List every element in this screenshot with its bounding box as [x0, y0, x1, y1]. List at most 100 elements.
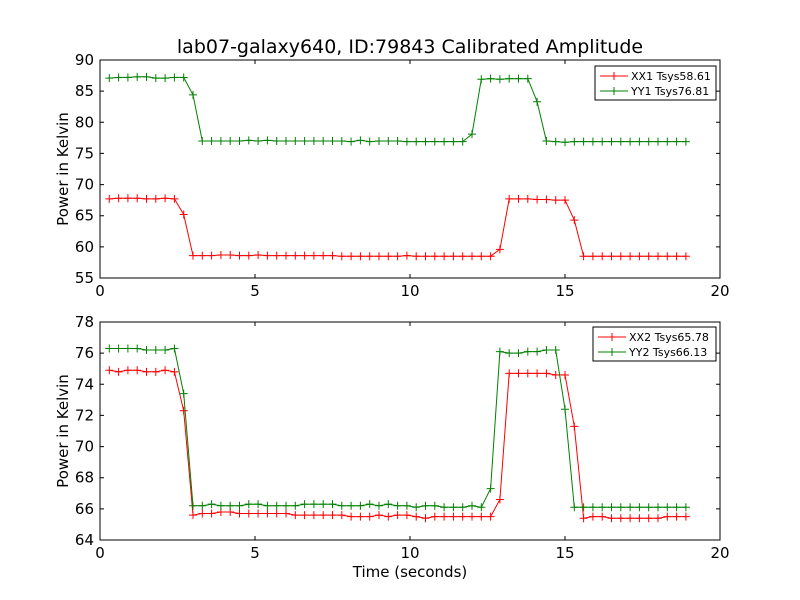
data-point — [644, 252, 653, 261]
data-point — [282, 501, 290, 510]
data-point — [449, 503, 458, 512]
data-point — [551, 137, 560, 146]
data-point — [542, 369, 551, 378]
data-point — [551, 196, 560, 205]
data-point — [216, 250, 225, 259]
legend-box — [592, 326, 717, 362]
data-point — [235, 251, 244, 260]
data-point — [151, 194, 160, 203]
data-point — [598, 503, 607, 512]
data-point — [421, 514, 430, 523]
data-point — [328, 251, 337, 260]
data-point — [170, 73, 179, 82]
data-point — [672, 137, 681, 146]
data-point — [291, 251, 300, 260]
data-point — [291, 136, 300, 145]
data-point — [644, 503, 653, 512]
data-point — [189, 90, 197, 99]
legend-label: YY1 Tsys76.81 — [630, 85, 709, 98]
data-point — [114, 194, 123, 203]
data-point — [616, 503, 625, 512]
data-point — [551, 346, 560, 355]
data-point — [579, 252, 588, 261]
legend-swatch — [598, 348, 626, 356]
data-point — [179, 210, 188, 219]
data-point — [170, 194, 179, 203]
data-point — [170, 344, 179, 353]
data-point — [561, 196, 569, 205]
data-point — [142, 346, 151, 355]
data-point — [570, 137, 579, 146]
data-point — [123, 73, 132, 82]
data-point — [523, 369, 532, 378]
data-point — [244, 251, 253, 260]
data-point — [561, 405, 569, 414]
y-tick-label: 70 — [75, 176, 94, 194]
data-point — [142, 367, 151, 376]
x-axis-label: Time (seconds) — [352, 563, 468, 581]
data-point — [551, 370, 560, 379]
y-tick-label: 72 — [75, 406, 94, 424]
data-point — [226, 501, 235, 510]
data-point — [495, 347, 504, 356]
data-point — [607, 252, 616, 261]
data-point — [681, 252, 690, 261]
data-point — [626, 503, 635, 512]
x-tick-label: 0 — [95, 544, 105, 562]
y-tick-label: 76 — [75, 344, 94, 362]
data-point — [189, 251, 197, 260]
data-point — [337, 511, 346, 520]
data-point — [663, 137, 672, 146]
data-point — [570, 422, 579, 431]
data-point — [579, 137, 588, 146]
data-point — [347, 501, 356, 510]
data-point — [263, 509, 272, 518]
data-point — [291, 511, 300, 520]
data-point — [477, 75, 486, 84]
data-point — [607, 514, 616, 523]
data-point — [561, 370, 569, 379]
data-point — [207, 509, 216, 518]
data-point — [282, 136, 290, 145]
y-tick-label: 66 — [75, 500, 94, 518]
data-point — [244, 509, 253, 518]
data-point — [542, 195, 551, 204]
data-point — [486, 252, 495, 261]
y-tick-label: 60 — [75, 238, 94, 256]
y-tick-label: 64 — [75, 531, 94, 549]
legend-swatch — [600, 87, 628, 95]
data-point — [123, 344, 132, 353]
data-point — [542, 136, 551, 145]
data-point — [458, 503, 467, 512]
data-point — [337, 136, 346, 145]
data-point — [133, 344, 142, 353]
data-point — [244, 500, 253, 509]
data-point — [477, 252, 486, 261]
data-point — [337, 252, 346, 261]
data-point — [421, 137, 430, 146]
data-point — [133, 194, 142, 203]
x-tick-label: 5 — [250, 544, 260, 562]
data-point — [626, 252, 635, 261]
data-point — [142, 194, 151, 203]
data-point — [356, 512, 365, 521]
data-point — [226, 250, 235, 259]
y-tick-label: 70 — [75, 438, 94, 456]
data-point — [468, 130, 476, 139]
data-point — [282, 251, 290, 260]
data-point — [198, 251, 207, 260]
data-point — [375, 501, 383, 510]
data-point — [440, 252, 449, 261]
data-point — [300, 511, 309, 520]
data-point — [644, 514, 653, 523]
data-point — [663, 252, 672, 261]
data-point — [402, 251, 411, 260]
data-point — [449, 512, 458, 521]
data-point — [142, 72, 151, 81]
data-point — [328, 136, 337, 145]
y-tick-label: 85 — [75, 82, 94, 100]
data-point — [486, 74, 495, 83]
data-point — [207, 136, 216, 145]
data-point — [309, 251, 318, 260]
data-point — [468, 501, 476, 510]
